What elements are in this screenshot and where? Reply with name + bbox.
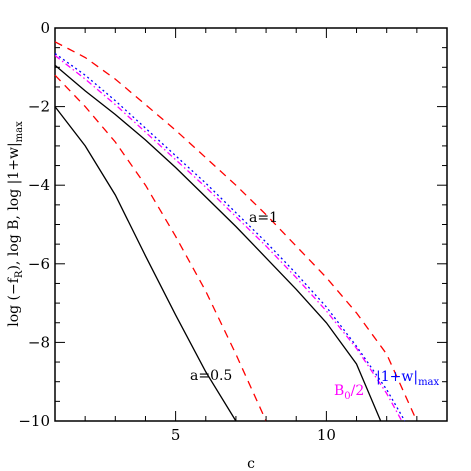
series-line-1 bbox=[54, 106, 237, 422]
series-layer bbox=[54, 41, 418, 422]
x-tick-label: 5 bbox=[171, 426, 181, 444]
y-axis-title: log (−fR), log B, log |1+w|max bbox=[6, 121, 25, 327]
series-line-3 bbox=[54, 74, 267, 422]
y-tick-label: −4 bbox=[28, 176, 50, 194]
series-line-5 bbox=[54, 52, 406, 422]
series-line-2 bbox=[54, 64, 382, 422]
annotation-b-sub: 0 bbox=[344, 391, 350, 402]
annotation-a05: a=0.5 bbox=[190, 368, 232, 384]
annotation-w-main: |1+w| bbox=[376, 369, 418, 385]
annotation-b-main: B bbox=[334, 383, 344, 399]
tick-layer: 5 10 0 −2 −4 −6 −8 −10 bbox=[18, 19, 448, 444]
x-tick-label: 10 bbox=[317, 426, 336, 444]
annotation-w-sub: max bbox=[418, 377, 439, 388]
y-tick-label: −6 bbox=[28, 255, 50, 273]
y-axis-title-part2: ), log B, log |1+w| bbox=[6, 142, 22, 270]
y-tick-label: 0 bbox=[40, 19, 50, 37]
annotation-b-tail: /2 bbox=[351, 383, 365, 399]
x-axis-title: c bbox=[247, 456, 255, 471]
annotation-a1: a=1 bbox=[249, 210, 278, 226]
y-tick-label: −8 bbox=[28, 333, 50, 351]
y-tick-label: −10 bbox=[18, 412, 50, 430]
y-tick-label: −2 bbox=[28, 98, 50, 116]
series-line-4 bbox=[54, 41, 418, 422]
annotation-w-max: |1+w|max bbox=[376, 369, 440, 388]
y-axis-title-sub2: max bbox=[14, 121, 25, 142]
y-axis-title-sub1: R bbox=[14, 270, 25, 278]
y-axis-title-part1: log (−f bbox=[6, 276, 22, 327]
annotation-b0-half: B0/2 bbox=[334, 383, 364, 402]
series-line-6 bbox=[54, 54, 403, 422]
